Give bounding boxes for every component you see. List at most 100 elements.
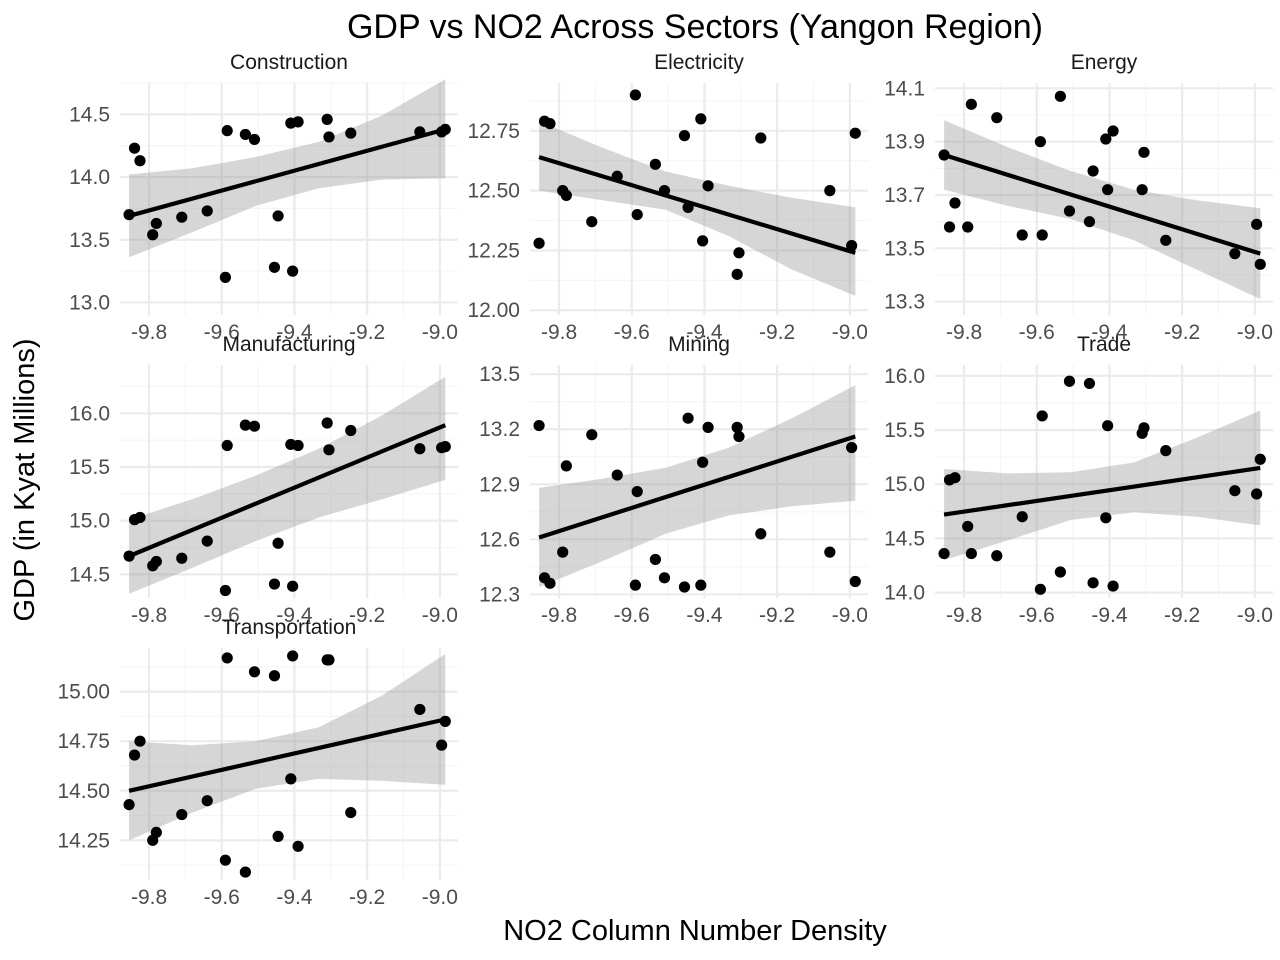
data-point [544, 577, 556, 589]
data-point [938, 547, 950, 560]
data-point [695, 579, 707, 591]
x-tick-label: -9.8 [131, 604, 167, 627]
data-point [733, 247, 745, 259]
data-point [176, 552, 188, 564]
regression-line [128, 423, 447, 559]
data-point [631, 485, 643, 498]
x-tick-label: -9.0 [1237, 321, 1273, 344]
data-point [292, 439, 304, 452]
data-point [991, 112, 1003, 124]
x-tick-label: -9.4 [686, 604, 723, 627]
y-tick-label: 13.9 [884, 131, 925, 154]
data-point [268, 261, 281, 273]
data-point [943, 221, 956, 233]
data-point [439, 715, 451, 727]
data-point [248, 666, 261, 678]
x-tick-label: -9.0 [1237, 604, 1273, 627]
x-tick-label: -9.6 [204, 321, 240, 344]
data-point [1160, 445, 1172, 457]
data-point [629, 579, 641, 591]
facet-title: Construction [230, 51, 348, 74]
x-tick-label: -9.6 [614, 321, 650, 344]
x-tick-label: -9.8 [131, 321, 167, 344]
data-point [586, 216, 598, 228]
data-point [1054, 566, 1066, 578]
data-point [323, 131, 335, 143]
x-tick-label: -9.0 [832, 321, 868, 344]
data-point [1016, 229, 1028, 241]
data-point [414, 126, 426, 138]
y-axis-title: GDP (in Kyat Millions) [9, 338, 41, 621]
data-point [239, 866, 251, 878]
data-point [201, 795, 213, 807]
x-tick-label: -9.2 [759, 321, 795, 344]
data-point [285, 773, 297, 785]
x-tick-label: -9.4 [686, 321, 723, 344]
y-tick-label: 13.0 [69, 291, 110, 314]
confidence-band [944, 120, 1261, 299]
data-point [201, 205, 213, 217]
data-point [1054, 90, 1066, 102]
data-point [1138, 422, 1150, 434]
data-point [949, 197, 961, 209]
data-point [1251, 218, 1263, 230]
data-point [697, 456, 709, 468]
panel-electricity: Electricity 12.00 12.25 12.50 12.75 -9.8 -9.6 -… [467, 51, 868, 344]
data-point [219, 584, 231, 597]
data-point [1034, 136, 1046, 148]
data-point [649, 553, 661, 566]
y-tick-label: 13.5 [884, 237, 925, 260]
data-point [682, 201, 694, 213]
data-point [1063, 375, 1076, 387]
data-point [1251, 488, 1263, 500]
x-tick-label: -9.4 [1091, 321, 1128, 344]
data-point [221, 125, 233, 137]
y-tick-label: 12.25 [467, 239, 520, 262]
data-point [134, 735, 146, 747]
y-tick-label: 12.3 [479, 583, 520, 606]
data-point [849, 127, 861, 139]
y-tick-label: 13.3 [884, 291, 925, 314]
data-point [629, 89, 641, 101]
data-point [150, 217, 162, 230]
data-point [824, 546, 836, 558]
data-point [965, 547, 977, 560]
x-tick-label: -9.0 [422, 886, 458, 909]
x-tick-label: -9.0 [832, 604, 868, 627]
data-point [962, 520, 974, 533]
data-point [846, 240, 858, 252]
data-point [938, 149, 950, 161]
regression-line [943, 465, 1261, 517]
data-point [755, 528, 767, 540]
data-point [1083, 216, 1096, 228]
y-tick-label: 14.50 [57, 780, 110, 803]
data-point [221, 439, 233, 452]
data-point [1100, 512, 1112, 524]
y-tick-label: 14.5 [884, 527, 925, 550]
x-tick-label: -9.6 [1019, 604, 1055, 627]
x-tick-label: -9.2 [349, 604, 385, 627]
x-tick-label: -9.2 [1164, 321, 1200, 344]
x-tick-label: -9.8 [946, 321, 982, 344]
x-tick-label: -9.8 [541, 321, 577, 344]
confidence-band [129, 79, 446, 258]
facet-title: Mining [668, 333, 730, 356]
data-point [1063, 205, 1076, 217]
data-point [560, 460, 572, 472]
data-point [321, 113, 333, 125]
data-point [586, 429, 598, 441]
data-point [1229, 248, 1241, 260]
data-point [557, 546, 569, 558]
data-point [345, 806, 357, 819]
data-point [292, 116, 304, 128]
x-tick-label: -9.2 [349, 886, 385, 909]
data-point [219, 854, 231, 866]
data-point [323, 444, 335, 456]
x-tick-label: -9.0 [422, 604, 458, 627]
data-point [123, 799, 135, 811]
data-point [678, 581, 691, 593]
data-point [1102, 420, 1114, 432]
confidence-band [539, 121, 856, 296]
y-tick-label: 12.6 [479, 528, 520, 551]
x-tick-label: -9.6 [204, 886, 240, 909]
